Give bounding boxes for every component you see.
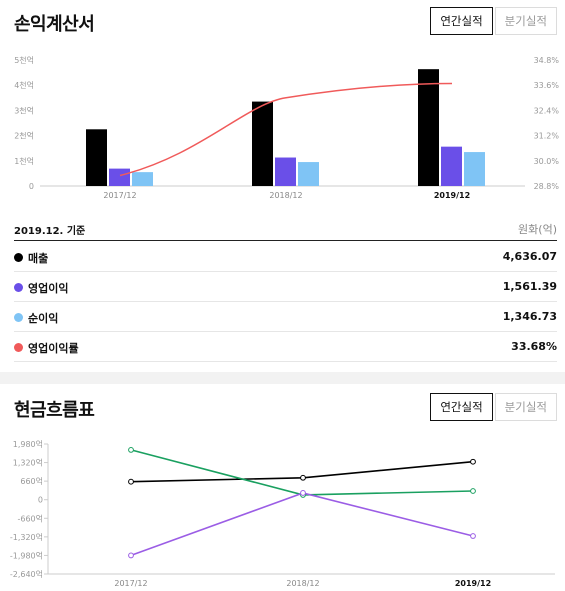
x-tick-label: 2019/12 (434, 191, 470, 200)
legend-dot (14, 313, 23, 322)
bar (275, 157, 296, 186)
legend-dot (14, 283, 23, 292)
row-label: 영업이익 (28, 282, 69, 295)
summary-row-operating-margin: 영업이익률 33.68% (14, 332, 557, 362)
y-tick: -1,320억 (10, 532, 43, 542)
y-tick-left: 1천억 (14, 156, 34, 166)
y-tick-left: 0 (29, 182, 34, 191)
annual-results-button[interactable]: 연간실적 (430, 7, 493, 35)
y-tick: 660억 (20, 476, 43, 486)
cashflow-period-toggle: 연간실적 분기실적 (430, 393, 557, 421)
y-tick-right: 33.6% (534, 81, 560, 90)
bar (86, 129, 107, 186)
x-tick-label: 2017/12 (114, 579, 147, 587)
data-point (128, 478, 134, 485)
quarterly-results-button[interactable]: 분기실적 (494, 393, 557, 421)
bar (464, 152, 485, 186)
y-tick: 1,980억 (13, 439, 43, 449)
income-statement-section: 손익계산서 연간실적 분기실적 0 1천억 2천억 3천억 4천억 5천억 28.8% 30.… (14, 7, 560, 362)
y-tick-left: 5천억 (14, 55, 34, 65)
cashflow-section: 현금흐름표 연간실적 분기실적 1,980억 1,320억 660억 0 -660억 -1… (0, 384, 565, 591)
section-divider (0, 372, 565, 384)
data-point (470, 488, 476, 494)
income-statement-title: 손익계산서 (14, 14, 95, 35)
bar (441, 146, 462, 186)
y-tick-right: 32.4% (534, 106, 560, 115)
row-value: 1,561.39 (502, 280, 557, 293)
bar (418, 69, 439, 186)
row-label: 영업이익률 (28, 342, 79, 355)
summary-row-revenue: 매출 4,636.07 (14, 242, 557, 272)
basis-date: 2019.12. 기준 (14, 226, 86, 237)
row-label: 순이익 (28, 312, 59, 325)
x-tick-label: 2018/12 (286, 579, 319, 587)
y-tick: -2,640억 (10, 569, 43, 579)
currency-unit: 원화(억) (518, 223, 557, 236)
y-tick-right: 28.8% (534, 182, 560, 191)
y-tick: -1,980억 (10, 550, 43, 560)
y-tick-right: 31.2% (534, 132, 560, 141)
summary-header: 2019.12. 기준 원화(억) (14, 219, 557, 241)
cashflow-title: 현금흐름표 (14, 400, 95, 421)
data-point (470, 533, 476, 539)
series-line (130, 449, 474, 496)
series-line (130, 492, 474, 557)
row-value: 33.68% (511, 340, 557, 353)
x-tick-label: 2019/12 (455, 579, 491, 587)
data-point (128, 552, 134, 559)
legend-dot (14, 343, 23, 352)
income-period-toggle: 연간실적 분기실적 (430, 7, 557, 35)
annual-results-button[interactable]: 연간실적 (430, 393, 493, 421)
y-tick-right: 34.8% (534, 56, 560, 65)
bar (109, 168, 130, 186)
data-point (300, 490, 306, 496)
y-tick-left: 2천억 (14, 131, 34, 141)
legend-dot (14, 253, 23, 262)
row-value: 1,346.73 (502, 310, 557, 323)
y-tick: 1,320억 (13, 458, 43, 468)
data-point (128, 447, 134, 453)
y-tick: -660억 (17, 513, 43, 523)
cashflow-chart: 1,980억 1,320억 660억 0 -660억 -1,320억 -1,980억 -2,6… (10, 439, 555, 587)
summary-row-operating-income: 영업이익 1,561.39 (14, 272, 557, 302)
x-tick-label: 2018/12 (269, 191, 302, 200)
y-tick-right: 30.0% (534, 157, 560, 166)
y-tick: 0 (38, 496, 43, 505)
data-point (470, 458, 476, 465)
summary-row-net-income: 순이익 1,346.73 (14, 302, 557, 332)
margin-line (119, 82, 453, 177)
quarterly-results-button[interactable]: 분기실적 (494, 7, 557, 35)
row-label: 매출 (28, 252, 49, 265)
bar (132, 172, 153, 186)
y-tick-left: 4천억 (14, 80, 34, 90)
y-tick-left: 3천억 (14, 105, 34, 115)
summary-list: 매출 4,636.07 영업이익 1,561.39 순이익 1,346.73 영… (14, 242, 557, 362)
bar (298, 162, 319, 186)
data-point (300, 474, 306, 481)
bar (252, 101, 273, 186)
income-chart: 0 1천억 2천억 3천억 4천억 5천억 28.8% 30.0% 31.2% 32.4% 33.6… (14, 55, 560, 200)
row-value: 4,636.07 (502, 250, 557, 263)
x-tick-label: 2017/12 (103, 191, 136, 200)
